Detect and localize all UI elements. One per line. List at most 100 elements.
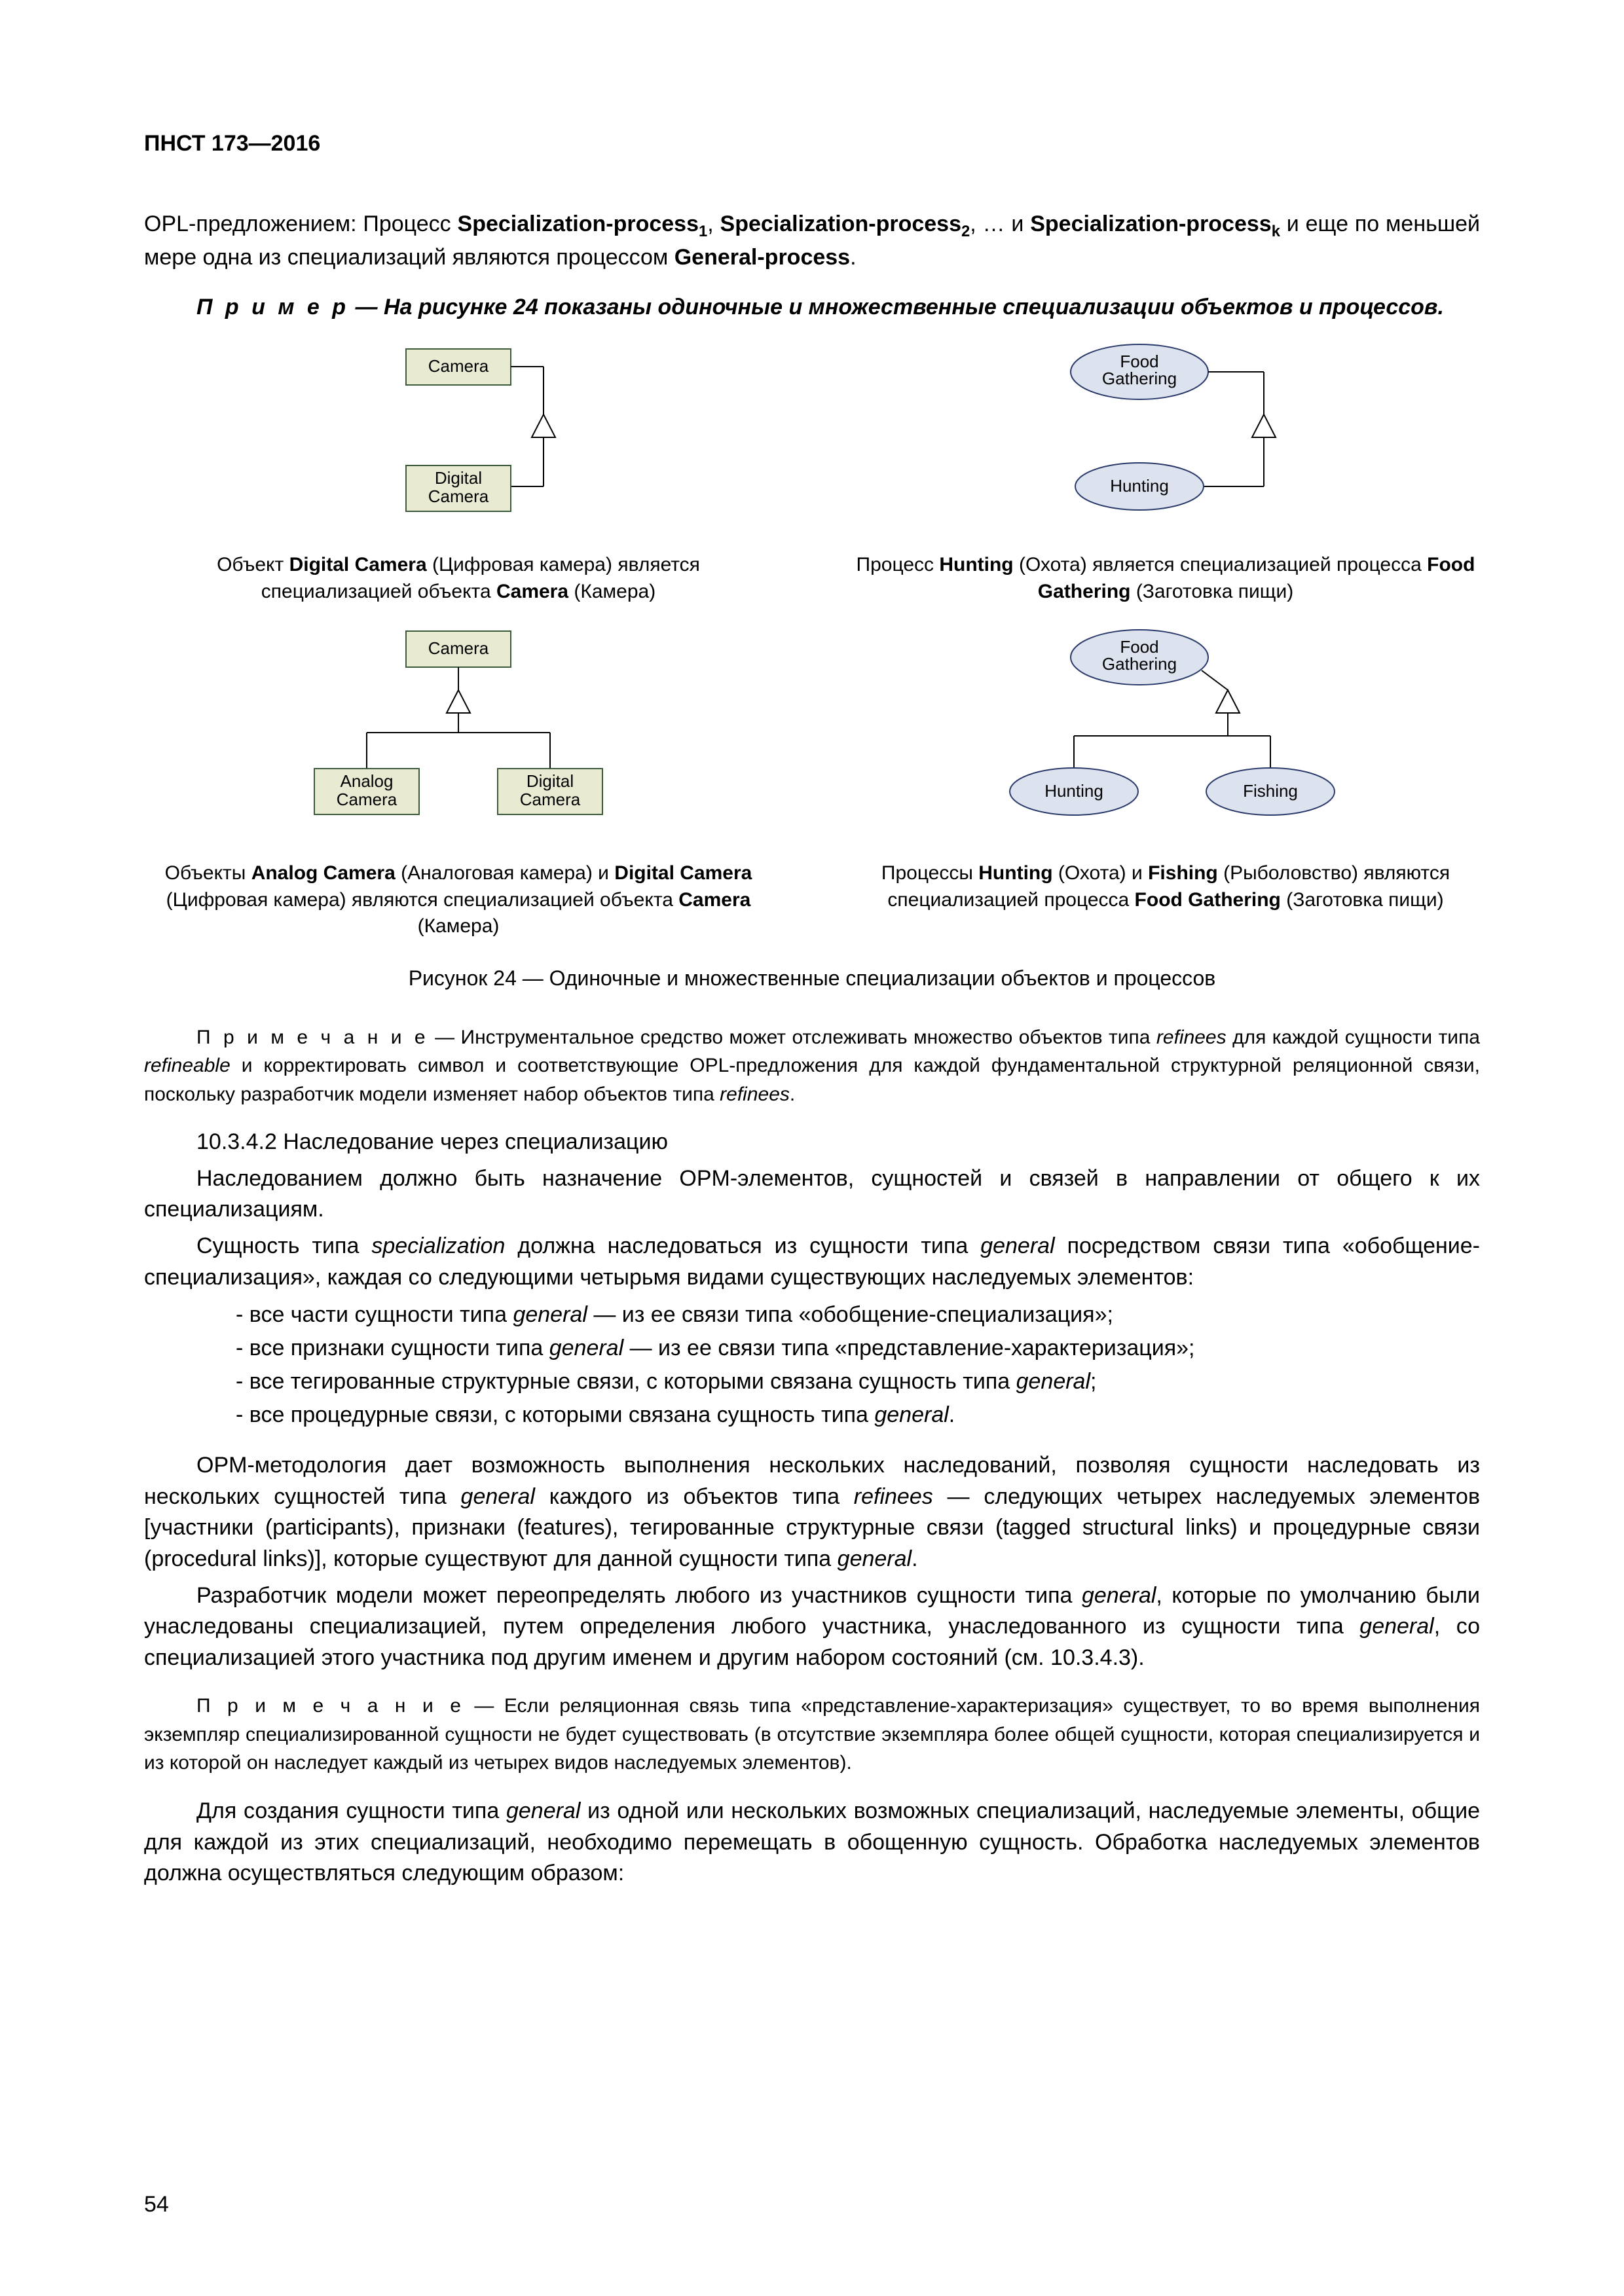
node-food-label-2: Gathering xyxy=(1102,369,1177,388)
sp3: Specialization-process xyxy=(1030,211,1271,236)
node-digital-label-2: Camera xyxy=(520,790,581,809)
caption-2-left: Объекты Analog Camera (Аналоговая камера… xyxy=(144,860,773,940)
node-food-label-2: Gathering xyxy=(1102,654,1177,674)
note-2: П р и м е ч а н и е — Если реляционная с… xyxy=(144,1692,1480,1777)
t: general xyxy=(1016,1369,1090,1394)
example-label: П р и м е р xyxy=(196,295,349,319)
note1-i2: refineable xyxy=(144,1055,231,1076)
bullet-1: - все части сущности типа general — из е… xyxy=(144,1298,1480,1332)
node-fishing-label: Fishing xyxy=(1243,781,1298,801)
para-specialization: Сущность типа specialization должна насл… xyxy=(144,1231,1480,1293)
diagram-food-multi: Food Gathering Hunting Fishing xyxy=(851,625,1480,834)
t: Digital Camera xyxy=(289,554,427,575)
t: каждого из объектов типа xyxy=(535,1484,854,1509)
t: general xyxy=(838,1546,912,1571)
t: (Аналоговая камера) и xyxy=(396,862,615,884)
page: ПНСТ 173—2016 OPL-предложением: Процесс … xyxy=(0,0,1624,2296)
generalization-triangle xyxy=(1252,414,1276,437)
t: general xyxy=(1082,1583,1156,1608)
node-digital-label-1: Digital xyxy=(435,468,482,488)
example-emdash: — xyxy=(349,295,384,319)
t: (Цифровая камера) являются специализацие… xyxy=(166,889,679,911)
t: — из ее связи типа «обобщение-специализа… xyxy=(587,1302,1113,1327)
section-10-3-4-2: 10.3.4.2 Наследование через специализаци… xyxy=(144,1127,1480,1158)
t: general xyxy=(1359,1614,1433,1639)
caption-1-left: Объект Digital Camera (Цифровая камера) … xyxy=(144,552,773,605)
bullet-4: - все процедурные связи, с которыми связ… xyxy=(144,1398,1480,1432)
note1-p2: для каждой сущности типа xyxy=(1227,1027,1480,1048)
t: Hunting xyxy=(939,554,1013,575)
t: должна наследоваться из сущности типа xyxy=(505,1233,980,1258)
t: Для создания сущности типа xyxy=(196,1798,506,1823)
sp3-sub: k xyxy=(1272,223,1280,240)
t: Разработчик модели может переопределять … xyxy=(196,1583,1082,1608)
t: general xyxy=(513,1302,587,1327)
t: general xyxy=(874,1402,948,1427)
t: Fishing xyxy=(1148,862,1218,884)
note2-label: П р и м е ч а н и е xyxy=(196,1695,464,1717)
t: general xyxy=(506,1798,580,1823)
example-paragraph: П р и м е р — На рисунке 24 показаны оди… xyxy=(144,292,1480,323)
t: (Камера) xyxy=(568,581,655,602)
t: . xyxy=(912,1546,917,1571)
t: Analog Camera xyxy=(251,862,396,884)
note1-period: . xyxy=(790,1084,795,1105)
general-process: General-process xyxy=(674,245,850,270)
figure-title: Рисунок 24 — Одиночные и множественные с… xyxy=(144,966,1480,991)
t: Hunting xyxy=(978,862,1052,884)
diagram-camera-single: Camera Digital Camera xyxy=(144,342,773,526)
caption-row-2: Объекты Analog Camera (Аналоговая камера… xyxy=(144,847,1480,940)
t: - все части сущности типа xyxy=(236,1302,513,1327)
note1-label: П р и м е ч а н и е xyxy=(196,1027,429,1048)
bullet-list: - все части сущности типа general — из е… xyxy=(144,1298,1480,1432)
intro-period: . xyxy=(850,245,856,270)
t: general xyxy=(549,1336,623,1360)
page-number: 54 xyxy=(144,2192,169,2217)
node-digital-label-1: Digital xyxy=(526,771,574,791)
t: Camera xyxy=(678,889,750,911)
t: (Камера) xyxy=(418,915,500,937)
t: Объекты xyxy=(165,862,251,884)
note-1: П р и м е ч а н и е — Инструментальное с… xyxy=(144,1023,1480,1109)
note1-i3: refinees xyxy=(720,1084,790,1105)
diagram-row-1: Camera Digital Camera Food Gathering xyxy=(144,342,1480,526)
note2-dash: — xyxy=(464,1695,504,1717)
doc-header: ПНСТ 173—2016 xyxy=(144,131,1480,156)
t: ; xyxy=(1090,1369,1096,1394)
t: Сущность типа xyxy=(196,1233,371,1258)
note1-p1: Инструментальное средство может отслежив… xyxy=(461,1027,1156,1048)
t: Процесс xyxy=(857,554,940,575)
node-hunting-label: Hunting xyxy=(1110,476,1169,496)
intro-dots: , … и xyxy=(970,211,1030,236)
t: (Заготовка пищи) xyxy=(1130,581,1293,602)
bullet-2: - все признаки сущности типа general — и… xyxy=(144,1332,1480,1365)
t: specialization xyxy=(371,1233,505,1258)
t: - все тегированные структурные связи, с … xyxy=(236,1369,1016,1394)
note1-dash: — xyxy=(429,1027,461,1048)
edge xyxy=(1202,670,1228,690)
sp1-sub: 1 xyxy=(699,223,707,240)
t: Объект xyxy=(217,554,289,575)
para-inheritance-def: Наследованием должно быть назначение OPM… xyxy=(144,1163,1480,1226)
node-camera-label: Camera xyxy=(428,356,489,376)
caption-row-1: Объект Digital Camera (Цифровая камера) … xyxy=(144,539,1480,605)
t: (Охота) является специализацией процесса xyxy=(1014,554,1427,575)
t: Food Gathering xyxy=(1135,889,1281,911)
sp1: Specialization-process xyxy=(458,211,699,236)
example-text: На рисунке 24 показаны одиночные и множе… xyxy=(384,295,1444,319)
sp2: Specialization-process xyxy=(720,211,961,236)
para-opm-methodology: OPM-методология дает возможность выполне… xyxy=(144,1450,1480,1575)
para-override: Разработчик модели может переопределять … xyxy=(144,1580,1480,1674)
generalization-triangle xyxy=(532,414,555,437)
t: general xyxy=(461,1484,535,1509)
intro-pre: OPL-предложением: Процесс xyxy=(144,211,458,236)
t: Camera xyxy=(496,581,568,602)
diagram-row-2: Camera Analog Camera Digital Camera Food xyxy=(144,625,1480,834)
t: general xyxy=(980,1233,1054,1258)
t: (Охота) и xyxy=(1053,862,1149,884)
t: (Заготовка пищи) xyxy=(1281,889,1444,911)
t: Процессы xyxy=(881,862,978,884)
node-analog-label-1: Analog xyxy=(341,771,394,791)
t: refinees xyxy=(854,1484,933,1509)
generalization-triangle xyxy=(1216,690,1240,713)
